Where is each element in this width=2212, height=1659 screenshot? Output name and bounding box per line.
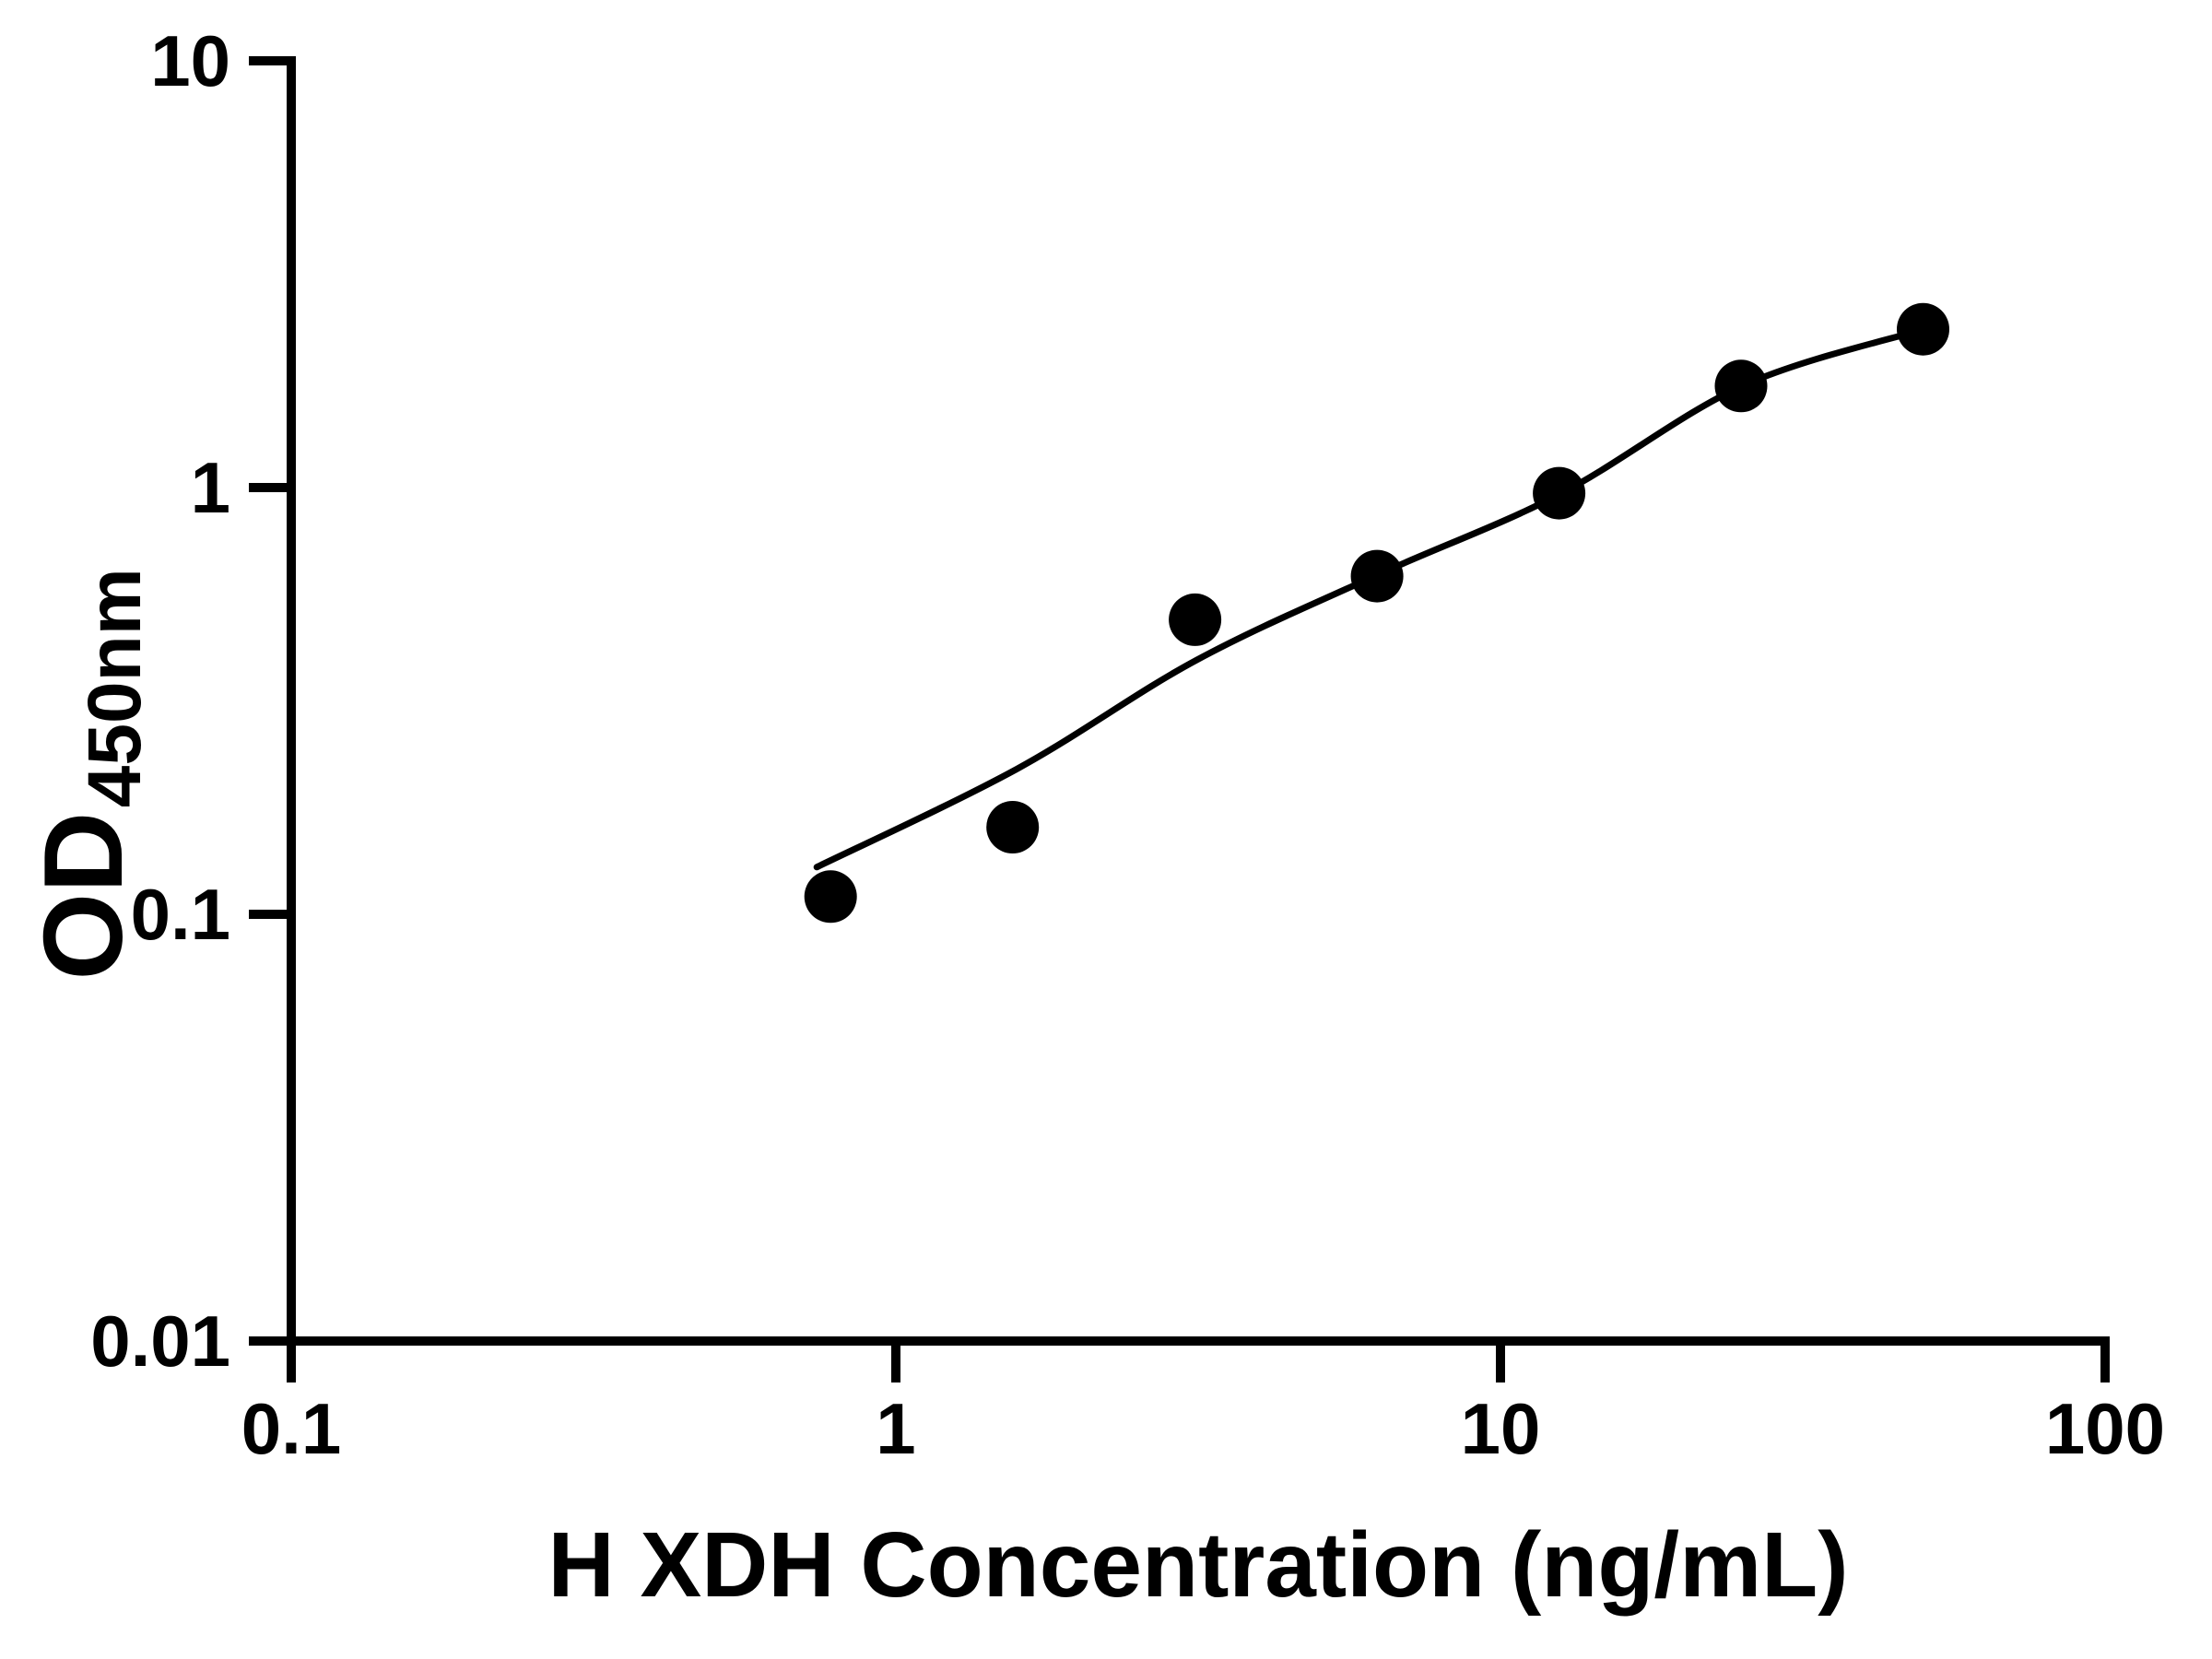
data-point-marker [1533,466,1586,520]
y-axis-title-sub: 450nm [73,568,157,807]
x-axis-ticks: 0.1 1 10 100 [241,1341,2165,1469]
y-axis-title: OD 450nm [20,568,157,980]
x-tick-label: 100 [2045,1388,2165,1469]
y-axis-ticks: 0.01 0.1 1 10 [90,20,291,1382]
y-axis-title-main: OD [20,812,146,981]
y-tick-label: 0.1 [131,874,230,955]
data-point-marker [1169,593,1222,646]
data-points [804,302,1949,924]
y-tick-label: 0.01 [90,1300,230,1382]
x-tick-label: 0.1 [241,1388,341,1469]
data-point-marker [1714,359,1768,413]
x-axis-title: H XDH Concentration (ng/mL) [547,1513,1848,1617]
data-point-marker [804,870,857,924]
x-tick-label: 1 [876,1388,915,1469]
y-tick-label: 10 [150,20,230,101]
data-point-marker [986,801,1040,853]
x-tick-label: 10 [1461,1388,1541,1469]
y-tick-label: 1 [191,447,230,528]
data-point-marker [1350,549,1404,603]
data-point-marker [1897,302,1949,356]
